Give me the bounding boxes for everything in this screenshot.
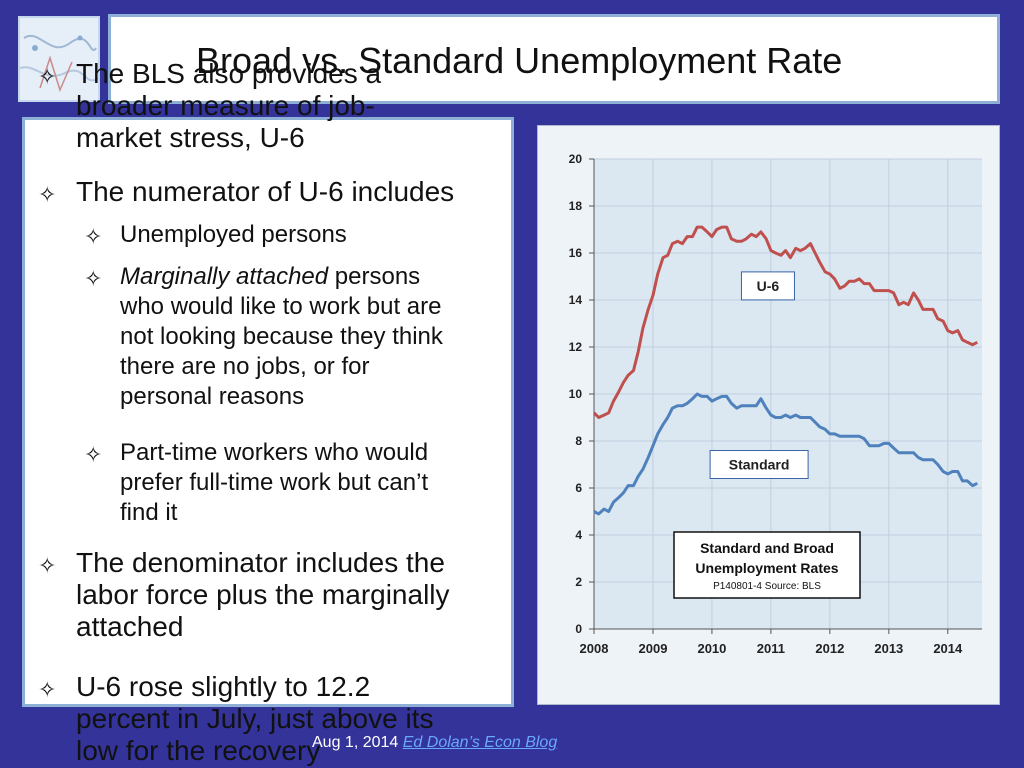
chart-title-line: Unemployment Rates (695, 560, 838, 576)
y-tick-label: 4 (575, 528, 582, 542)
x-tick-label: 2011 (757, 641, 785, 656)
x-tick-label: 2012 (815, 641, 844, 656)
bullet-panel (22, 117, 514, 707)
footer-date: Aug 1, 2014 (312, 734, 399, 751)
footer: Aug 1, 2014 Ed Dolan’s Econ Blog (312, 734, 557, 752)
y-tick-label: 2 (575, 575, 582, 589)
chart-subtitle: P140801-4 Source: BLS (713, 581, 821, 592)
footer-blog-link[interactable]: Ed Dolan’s Econ Blog (402, 734, 558, 751)
series-label: Standard (729, 457, 790, 473)
chart-title-line: Standard and Broad (700, 540, 834, 556)
chart-frame: 0 2 4 6 8 10 12 14 16 18 20 2008 2009 2010 2011 2012 201… (537, 125, 1000, 705)
x-tick-label: 2009 (639, 641, 668, 656)
y-tick-label: 14 (569, 293, 583, 307)
bullet-line: percent in July, just above its (76, 703, 434, 734)
y-tick-label: 12 (569, 340, 583, 354)
y-tick-label: 0 (575, 622, 582, 636)
series-label-box (740, 271, 795, 301)
logo-image (18, 16, 100, 102)
y-tick-label: 6 (575, 481, 582, 495)
series-label-box (709, 450, 809, 479)
series-line-u-6 (592, 225, 978, 419)
title-box (108, 14, 1000, 104)
y-tick-label: 8 (575, 434, 582, 448)
series-label: U-6 (757, 278, 780, 294)
x-tick-label: 2010 (697, 641, 726, 656)
y-tick-label: 18 (569, 199, 583, 213)
x-tick-label: 2008 (580, 641, 609, 656)
x-tick-label: 2014 (933, 641, 963, 656)
y-tick-label: 16 (569, 246, 583, 260)
y-tick-label: 10 (569, 387, 583, 401)
unemployment-chart: 0 2 4 6 8 10 12 14 16 18 20 2008 2009 2010 2011 2012 201… (569, 152, 982, 656)
slide-title: Broad vs. Standard Unemployment Rate (196, 40, 843, 81)
x-tick-label: 2013 (874, 641, 903, 656)
y-tick-label: 20 (569, 152, 583, 166)
chart-title-box (673, 531, 861, 599)
series-line-standard (593, 392, 978, 516)
